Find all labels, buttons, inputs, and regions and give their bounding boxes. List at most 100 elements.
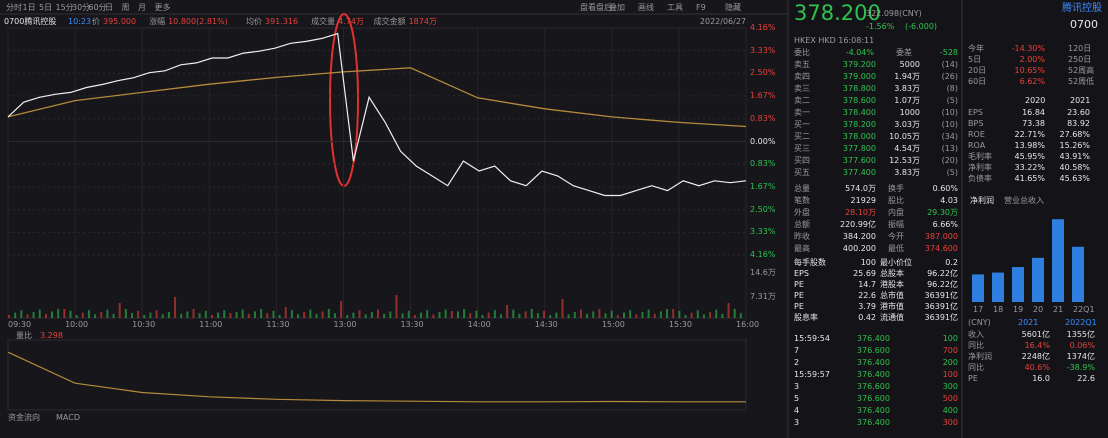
volume-bar — [395, 295, 398, 318]
toolbar-tab[interactable]: 月 — [138, 3, 146, 12]
fin-label: 净利率 — [968, 163, 992, 172]
info-value: 0.2 — [945, 258, 958, 267]
stat-value: 220.99亿 — [840, 220, 876, 229]
x-tick-label: 16:00 — [736, 320, 760, 329]
ratio-line — [7, 351, 746, 403]
toolbar-tab[interactable]: 5日 — [39, 3, 53, 12]
toolbar-tab[interactable]: 工具 — [667, 3, 683, 12]
info-value: 4.74万 — [338, 17, 364, 26]
volume-bar — [629, 310, 632, 318]
side-title: 腾讯控股 — [1062, 3, 1102, 14]
volume-bar — [512, 309, 515, 318]
book-count: (26) — [941, 72, 958, 81]
stat-value: 4.03 — [940, 196, 958, 205]
table-label[interactable]: 同比 — [968, 363, 984, 372]
book-count: (34) — [941, 132, 958, 141]
volume-bar — [518, 313, 521, 318]
table-value[interactable]: 40.6% — [1024, 363, 1050, 372]
volume-label: 7.31万 — [750, 292, 776, 301]
volume-bar — [87, 310, 90, 318]
toolbar-tab[interactable]: 画线 — [638, 3, 654, 12]
volume-bar — [260, 309, 263, 318]
table-label[interactable]: 收入 — [968, 330, 984, 339]
volume-bar — [44, 313, 47, 318]
toolbar-tab[interactable]: 叠加 — [609, 3, 625, 12]
book-price: 377.400 — [842, 168, 876, 177]
info-label: 成交量 — [311, 17, 336, 26]
book-count: (20) — [941, 156, 958, 165]
volume-bar — [155, 310, 158, 318]
fin-label: EPS — [968, 108, 983, 117]
lower-tab[interactable]: 资金流向 — [8, 413, 40, 422]
table-value[interactable]: 16.0 — [1032, 374, 1050, 383]
lower-frame — [7, 339, 747, 411]
quote-cell: 委比 — [794, 48, 810, 57]
table-value[interactable]: 22.6 — [1077, 374, 1095, 383]
info-value: 395.000 — [103, 17, 137, 26]
x-tick-label: 09:30 — [8, 320, 32, 329]
toolbar-tab[interactable]: 60分 — [88, 3, 107, 12]
table-value[interactable]: 5601亿 — [1021, 330, 1050, 339]
toolbar-tab[interactable]: 盘看盘后 — [580, 3, 612, 12]
toolbar-tab[interactable]: F9 — [696, 3, 706, 12]
stat-label: 总量 — [794, 184, 810, 193]
x-tick-label: 10:30 — [132, 320, 156, 329]
table-header[interactable]: (CNY) — [968, 318, 991, 327]
volume-bar — [20, 310, 23, 318]
table-value[interactable]: 0.06% — [1069, 341, 1095, 350]
info-label: 最小价位 — [880, 258, 912, 267]
tick-time: 15:59:54 — [794, 334, 830, 343]
stat-value: 384.200 — [842, 232, 876, 241]
table-label[interactable]: 净利润 — [968, 352, 992, 361]
info-value: 36391亿 — [924, 291, 958, 300]
perf-label: 60日 — [968, 77, 987, 86]
toolbar-tab[interactable]: 15分 — [55, 3, 74, 12]
cny-price: 322.098(CNY) — [866, 9, 922, 18]
toolbar-tab[interactable]: 日 — [105, 3, 113, 12]
table-header[interactable]: 2021 — [1018, 318, 1039, 327]
table-value[interactable]: 2248亿 — [1021, 352, 1050, 361]
toolbar-tab[interactable]: 1日 — [22, 3, 36, 12]
volume-bar — [536, 313, 539, 318]
toolbar-tab[interactable]: 周 — [121, 3, 130, 12]
side-tab[interactable]: 净利润 — [970, 196, 994, 205]
table-value[interactable]: -38.9% — [1066, 363, 1095, 372]
table-label[interactable]: 同比 — [968, 341, 984, 350]
volume-bar — [297, 314, 300, 318]
stat-label: 外盘 — [794, 208, 810, 217]
table-value[interactable]: 16.4% — [1024, 341, 1050, 350]
toolbar-tab[interactable]: 更多 — [154, 3, 171, 12]
table-label[interactable]: PE — [968, 374, 978, 383]
tick-price: 376.600 — [856, 394, 890, 403]
volume-bar — [579, 309, 582, 318]
volume-bar — [358, 310, 361, 318]
info-value: 1874万 — [408, 17, 437, 26]
price-line — [7, 32, 747, 197]
volume-bar — [167, 312, 170, 318]
fin-value: 27.68% — [1059, 130, 1090, 139]
volume-bar — [143, 315, 146, 318]
fin-value: 22.71% — [1014, 130, 1045, 139]
stat-value: 387.000 — [924, 232, 958, 241]
table-value[interactable]: 1355亿 — [1066, 330, 1095, 339]
toolbar-tab[interactable]: 30分 — [72, 3, 91, 12]
stat-value: 29.30万 — [927, 208, 958, 217]
y-tick-label: 0.83% — [750, 159, 776, 169]
tick-volume: 500 — [942, 394, 958, 403]
fin-value: 16.84 — [1022, 108, 1045, 117]
fin-value: 43.91% — [1059, 152, 1090, 161]
stat-label: 最高 — [794, 244, 810, 253]
toolbar-tab[interactable]: 分时 — [6, 3, 22, 12]
toolbar-tab[interactable]: 隐藏 — [725, 3, 741, 12]
perf-label: 120日 — [1068, 44, 1092, 53]
tick-price: 376.400 — [856, 358, 890, 367]
volume-bar — [241, 309, 244, 318]
stat-label: 内盘 — [888, 208, 904, 217]
lower-tab[interactable]: MACD — [56, 413, 80, 422]
info-value: 96.22亿 — [927, 280, 958, 289]
table-value[interactable]: 1374亿 — [1066, 352, 1095, 361]
x-tick-label: 15:00 — [601, 320, 625, 329]
side-tab[interactable]: 营业总收入 — [1004, 196, 1044, 205]
table-header[interactable]: 2022Q1 — [1065, 318, 1097, 327]
bar — [992, 272, 1004, 302]
